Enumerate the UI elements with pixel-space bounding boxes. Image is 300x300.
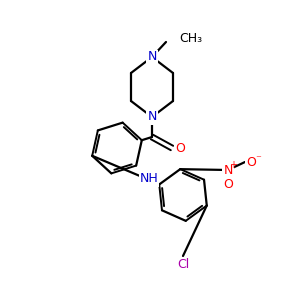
Text: NH: NH <box>140 172 158 185</box>
Text: N: N <box>147 50 157 64</box>
Text: O: O <box>246 155 256 169</box>
Text: N: N <box>147 110 157 124</box>
Text: Cl: Cl <box>177 257 189 271</box>
Text: N: N <box>223 164 233 176</box>
Text: CH₃: CH₃ <box>179 32 202 46</box>
Text: +: + <box>229 160 237 170</box>
Text: O: O <box>175 142 185 154</box>
Text: O: O <box>223 178 233 190</box>
Text: ⁻: ⁻ <box>255 154 261 164</box>
